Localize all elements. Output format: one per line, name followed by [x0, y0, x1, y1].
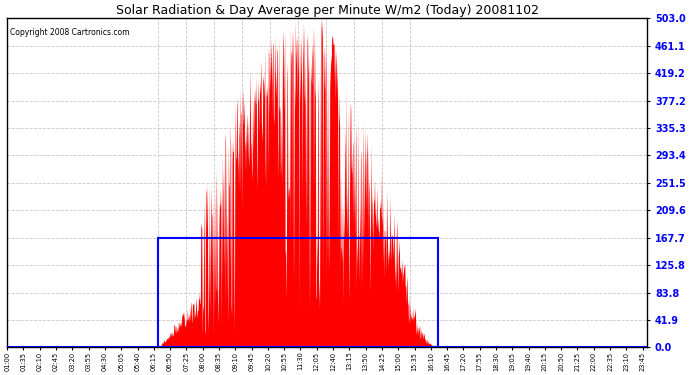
Bar — [159, 238, 438, 347]
Title: Solar Radiation & Day Average per Minute W/m2 (Today) 20081102: Solar Radiation & Day Average per Minute… — [116, 4, 539, 17]
Text: Copyright 2008 Cartronics.com: Copyright 2008 Cartronics.com — [10, 28, 130, 37]
